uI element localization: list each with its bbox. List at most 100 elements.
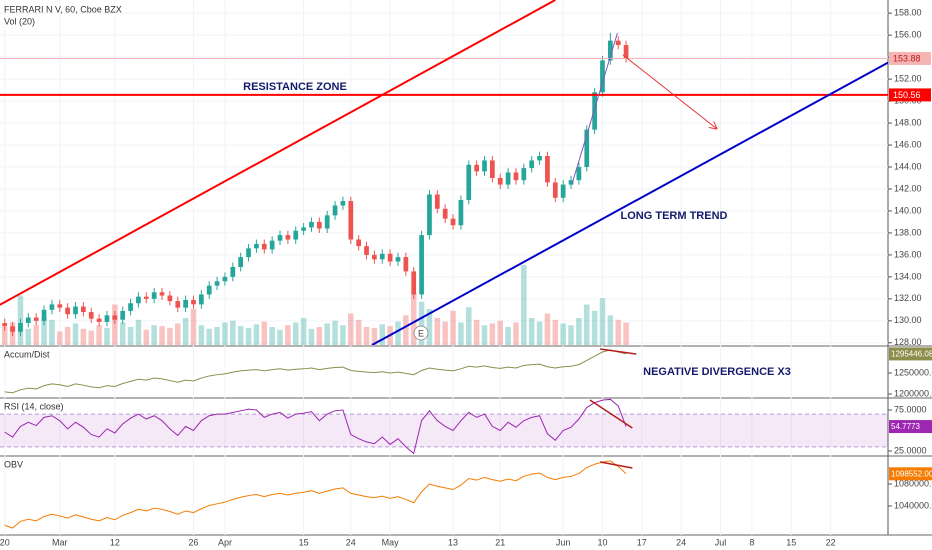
volume-bar [584, 304, 590, 345]
volume-bar [112, 304, 118, 345]
candle-body [238, 257, 244, 267]
last-value-box [889, 467, 932, 481]
volume-bar [57, 331, 63, 345]
volume-bar [300, 318, 307, 345]
event-marker[interactable] [413, 325, 429, 341]
y-tick-label: 144.00 [894, 161, 922, 171]
volume-bar [72, 323, 79, 345]
volume-bar [395, 321, 401, 345]
candle-body [10, 326, 15, 332]
y-tick-label: 1080000.0000 [894, 478, 932, 488]
volume-bar [599, 298, 606, 345]
candle-body [379, 253, 385, 260]
x-tick-label: 26 [188, 537, 198, 547]
candle-body [434, 194, 440, 209]
x-tick-label: 15 [299, 537, 309, 547]
x-tick-label: Jul [715, 537, 727, 547]
candle-body [592, 92, 597, 130]
price-label: 153.88 [893, 53, 921, 63]
y-tick-label: 152.00 [894, 73, 922, 83]
indicator-line [4, 349, 627, 394]
candle-body [600, 60, 605, 93]
candle-body [450, 218, 456, 226]
candle-body [309, 221, 314, 228]
y-tick-label: 1250000.0000 [894, 367, 932, 377]
x-tick-label: 20 [0, 537, 10, 547]
price-label-box [889, 88, 931, 102]
volume-bar [135, 319, 142, 345]
volume-bar [403, 315, 409, 345]
candle-body [490, 160, 495, 178]
volume-bar [615, 319, 621, 345]
annotation: NEGATIVE DIVERGENCE X3 [643, 366, 791, 378]
trend-line [622, 54, 717, 129]
indicator-line [4, 398, 627, 455]
candle-body [269, 240, 275, 250]
x-tick-label: 21 [495, 537, 505, 547]
y-tick-label: 25.0000 [894, 445, 927, 455]
y-tick-label: 134.00 [894, 271, 922, 281]
last-value-box [889, 420, 932, 434]
volume-bar [473, 319, 480, 345]
volume-bar [324, 323, 330, 345]
divergence-line [600, 348, 637, 355]
last-value-label: 54.7773 [891, 422, 920, 431]
candle-body [96, 318, 102, 322]
volume-bar [175, 323, 181, 345]
divergence-line [599, 461, 633, 469]
candle-body [411, 271, 417, 295]
volume-bar [198, 325, 205, 345]
volume-bar [497, 320, 503, 345]
candle-body [136, 296, 141, 304]
x-tick-label: Jun [556, 537, 571, 547]
volume-bar [230, 320, 236, 345]
volume-bar [481, 325, 488, 345]
y-tick-label: 156.00 [894, 30, 922, 40]
volume-bar [143, 329, 150, 345]
y-tick-label: 1040000.0000 [894, 500, 932, 510]
candle-body [222, 276, 228, 282]
volume-bar [544, 313, 551, 345]
x-tick-label: 15 [786, 537, 796, 547]
candle-body [568, 180, 574, 185]
y-tick-label: 130.00 [894, 315, 922, 325]
x-tick-label: 8 [749, 537, 754, 547]
volume-bar [426, 309, 433, 345]
pane-title: Accum/Dist [4, 349, 50, 359]
candle-body [230, 266, 236, 277]
last-value-label: 1295446.0800 [891, 350, 932, 359]
candle-body [81, 306, 86, 313]
x-tick-label: 10 [597, 537, 607, 547]
price-label: 150.56 [893, 90, 921, 100]
candle-body [505, 172, 511, 185]
candle-body [458, 199, 464, 226]
candle-body [537, 156, 542, 161]
event-label: E [418, 328, 424, 338]
volume-bar [371, 327, 378, 345]
y-tick-label: 146.00 [894, 139, 922, 149]
candle-body [293, 230, 299, 240]
candle-body [419, 235, 424, 295]
candle-body [576, 167, 582, 181]
candle-body [332, 205, 338, 216]
volume-bar [355, 319, 362, 345]
volume-bar [450, 310, 456, 345]
volume-bar [528, 318, 535, 345]
annotation: RESISTANCE ZONE [243, 81, 347, 93]
volume-bar [332, 320, 338, 345]
x-tick-label: 17 [637, 537, 647, 547]
candle-body [442, 208, 448, 219]
rsi-band [0, 414, 888, 447]
volume-bar [489, 323, 496, 345]
volume-bar [607, 315, 614, 345]
volume-bar [214, 327, 220, 345]
candle-body [88, 312, 94, 319]
volume-bar [119, 322, 126, 345]
y-tick-label: 148.00 [894, 117, 922, 127]
y-tick-label: 128.00 [894, 337, 922, 347]
candle-body [513, 172, 519, 181]
candle-body [159, 292, 165, 296]
volume-bar [568, 325, 574, 345]
volume-bar [442, 321, 448, 345]
candle-body [18, 323, 23, 332]
